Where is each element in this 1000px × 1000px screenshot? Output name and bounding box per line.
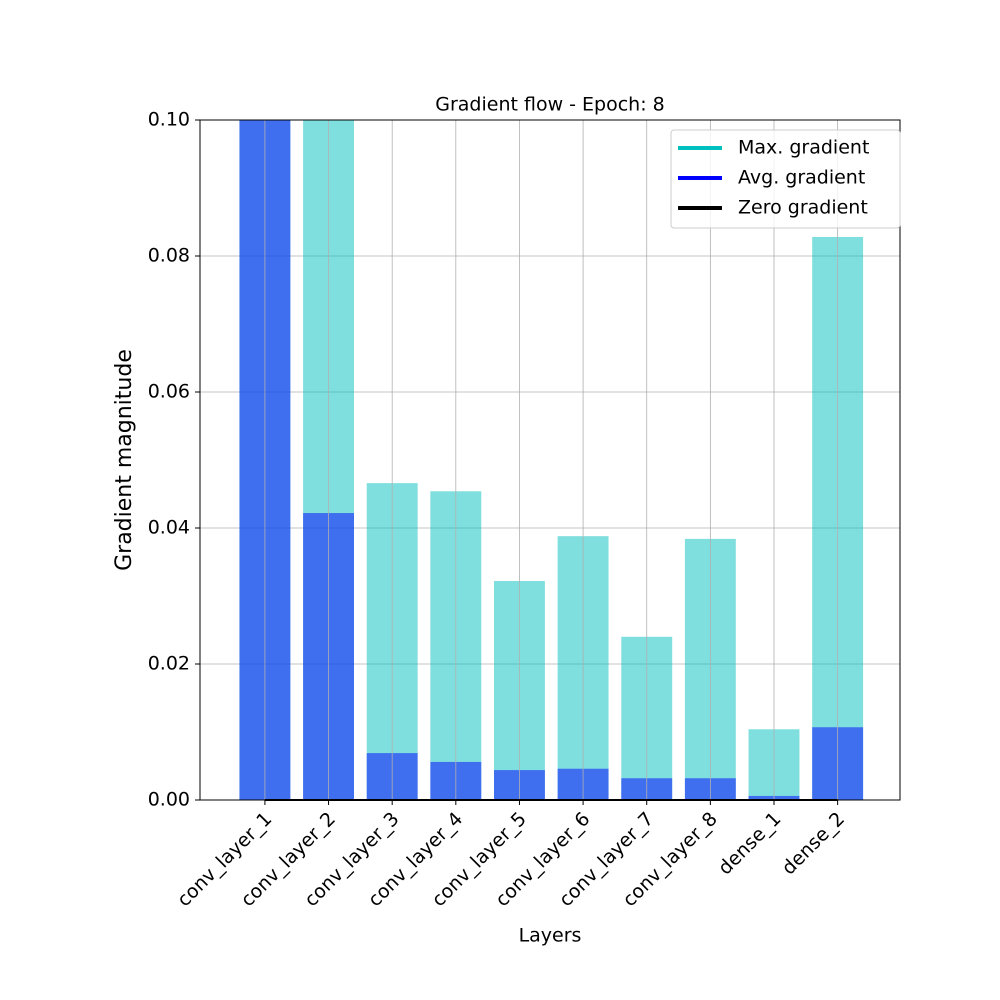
y-tick-label: 0.06 xyxy=(148,381,190,403)
y-tick-label: 0.04 xyxy=(148,517,190,539)
y-tick-label: 0.08 xyxy=(148,245,190,267)
plot-frame xyxy=(199,119,901,801)
legend-label: Max. gradient xyxy=(738,137,869,159)
legend-label: Avg. gradient xyxy=(738,167,865,189)
y-tick-label: 0.00 xyxy=(148,789,190,811)
legend-label: Zero gradient xyxy=(738,197,868,219)
x-axis-label: Layers xyxy=(519,925,582,947)
y-axis-label: Gradient magnitude xyxy=(112,349,137,571)
legend: Max. gradient Avg. gradient Zero gradient xyxy=(670,129,901,229)
plot-area xyxy=(200,119,900,801)
legend-box xyxy=(670,129,901,229)
y-tick-label: 0.02 xyxy=(148,653,190,675)
chart-title: Gradient flow - Epoch: 8 xyxy=(435,94,665,116)
y-tick-label: 0.10 xyxy=(148,109,190,131)
